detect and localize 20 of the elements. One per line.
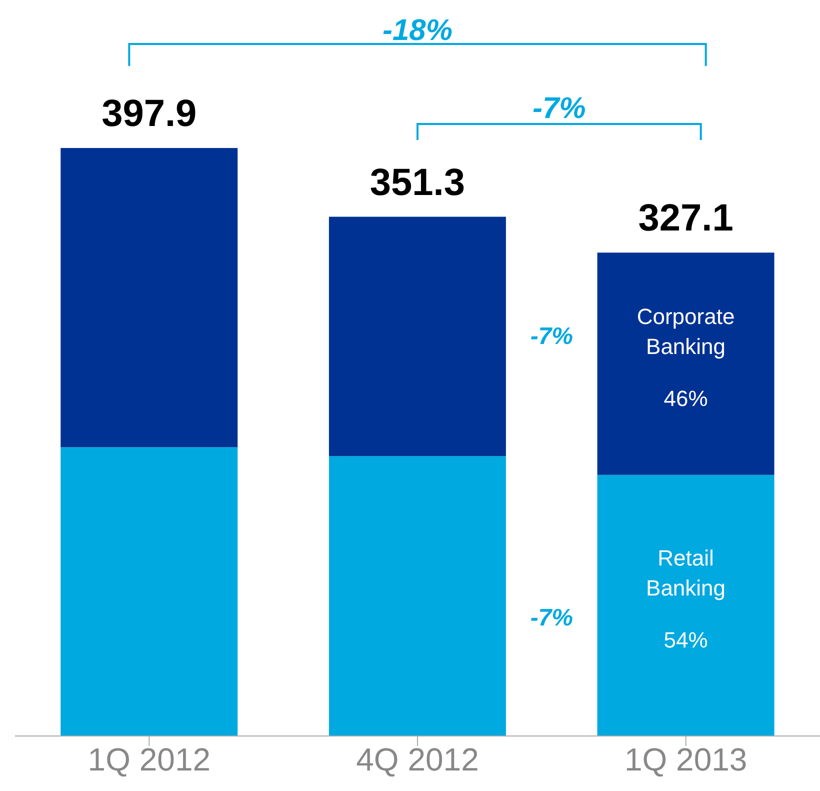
bar: [597, 474, 774, 736]
x-tick-label: 1Q 2013: [624, 742, 748, 778]
annotation: -7%: [530, 322, 574, 350]
text: -18%: [382, 14, 453, 47]
annotation: 327.1: [638, 198, 734, 240]
bar: [60, 447, 238, 736]
series-label: Retail Banking: [646, 545, 726, 600]
annotation: 46%: [664, 386, 708, 411]
bar: [60, 148, 238, 448]
annotation: 54%: [664, 627, 708, 652]
x-tick-label: 1Q 2012: [88, 742, 211, 778]
x-tick-label: 4Q 2012: [356, 742, 479, 778]
annotation: 351.3: [370, 162, 465, 204]
text: 397.9: [102, 93, 197, 135]
bar: [597, 252, 774, 475]
bar: [328, 456, 506, 736]
text: -7%: [532, 92, 586, 125]
bar: [328, 216, 506, 456]
annotation: -7%: [530, 604, 574, 632]
series-label: Corporate Banking: [636, 304, 735, 359]
